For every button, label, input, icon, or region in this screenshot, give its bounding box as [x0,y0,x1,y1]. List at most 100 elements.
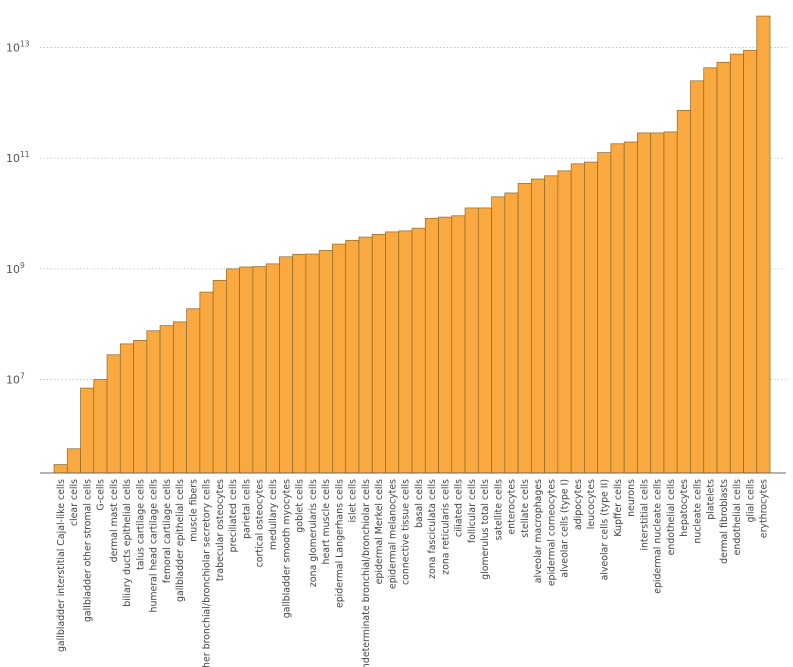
y-tick-base: 10 [6,152,20,165]
bar [690,80,705,474]
bar [53,464,68,474]
category-label: dermal fibroblasts [719,479,730,564]
category-label: G-cells [96,479,107,511]
category-label: medullary cells [268,479,279,550]
category-label: epidermal Langerhans cells [334,479,345,608]
bar [491,196,506,474]
category-label: alveolar cells (type II) [599,479,610,580]
category-label: nucleate cells [692,479,703,544]
bar [398,230,413,474]
bar [570,163,585,474]
category-label: cortical osteocytes [255,479,266,567]
bar [212,279,227,474]
bar [504,192,519,474]
category-label: humeral head cartilage cells [149,479,160,613]
bar [703,67,718,474]
category-label: erythrocytes [759,479,770,538]
bar [345,239,360,474]
bar [438,216,453,474]
category-label: preciliated cells [228,479,239,553]
bar [186,308,201,474]
bar [531,178,545,474]
category-label: parietal cells [241,479,252,539]
bar [517,183,532,474]
bar [252,266,267,474]
category-label: indeterminate bronchial/bronchiolar cell… [361,479,372,667]
category-label: follicular cells [467,479,478,543]
category-label: basal cells [414,479,425,528]
bar [226,268,240,474]
bar [477,207,492,474]
y-tick-label: 109 [6,261,25,276]
category-label: epidermal Merkel cells [374,479,385,584]
category-label: platelets [706,479,717,520]
category-label: femoral cartilage cells [162,479,173,583]
category-label: endothelial cells [732,479,743,555]
bar [172,321,187,474]
category-label: stellate cells [520,479,531,538]
category-label: neurons [626,479,637,517]
bar [371,233,386,474]
y-tick-base: 10 [6,374,20,387]
category-label: alveolar cells (type I) [560,479,571,578]
category-label: interstitial cells [639,479,650,551]
category-label: epidermal nucleate cells [653,479,664,594]
bar [292,253,307,474]
bars [53,15,771,474]
bar [756,15,771,474]
y-tick-base: 10 [6,263,20,276]
category-label: gallbladder other stromal cells [82,479,93,622]
bar [663,131,678,474]
bar [464,207,479,474]
bar [385,231,400,474]
category-label: clear cells [69,479,80,526]
y-tick-exponent: 7 [20,372,25,381]
bar [265,263,280,474]
bar [637,132,652,474]
y-tick-label: 1011 [6,150,30,165]
bar [623,141,638,474]
category-label: leucocytes [586,479,597,529]
category-label: muscle fibers [188,479,199,542]
category-label: satellite cells [493,479,504,540]
category-label: talus cartilage cells [135,479,146,570]
bar [199,291,214,474]
bar [106,354,121,474]
bar [146,330,161,474]
category-label: enterocytes [507,479,518,535]
bar [279,256,294,474]
bar [159,325,174,474]
bar [305,253,320,474]
category-label: epidermal corneocytes [546,479,557,586]
bar [133,339,148,474]
category-labels: gallbladder interstitial Cajal-like cell… [56,479,770,667]
y-tick-label: 107 [6,372,25,387]
y-tick-exponent: 9 [20,261,25,270]
bar [610,143,625,474]
category-label: connective tissue cells [401,479,412,585]
bar [650,132,665,474]
bar [332,243,347,474]
bar [544,175,559,474]
bar [557,170,572,474]
category-label: zona glomerularis cells [308,479,319,587]
category-label: hepatocytes [679,479,690,537]
category-label: heart muscle cells [321,479,332,565]
category-label: epidermal melanocytes [387,479,398,589]
category-label: trabecular osteocytes [215,479,226,581]
bar [597,152,612,474]
category-label: gallbladder interstitial Cajal-like cell… [56,479,67,652]
bar [318,250,333,474]
bar [93,379,108,474]
bar [239,266,254,474]
category-label: islet cells [348,479,359,523]
category-label: other bronchial/bronchiolar secretory ce… [202,479,213,667]
category-label: endothelial cells [666,479,677,555]
category-label: ciliated cells [454,479,465,537]
y-tick-exponent: 11 [20,150,30,159]
bar [584,161,599,474]
category-label: gallbladder smooth myocytes [281,479,292,618]
bar [119,343,134,474]
